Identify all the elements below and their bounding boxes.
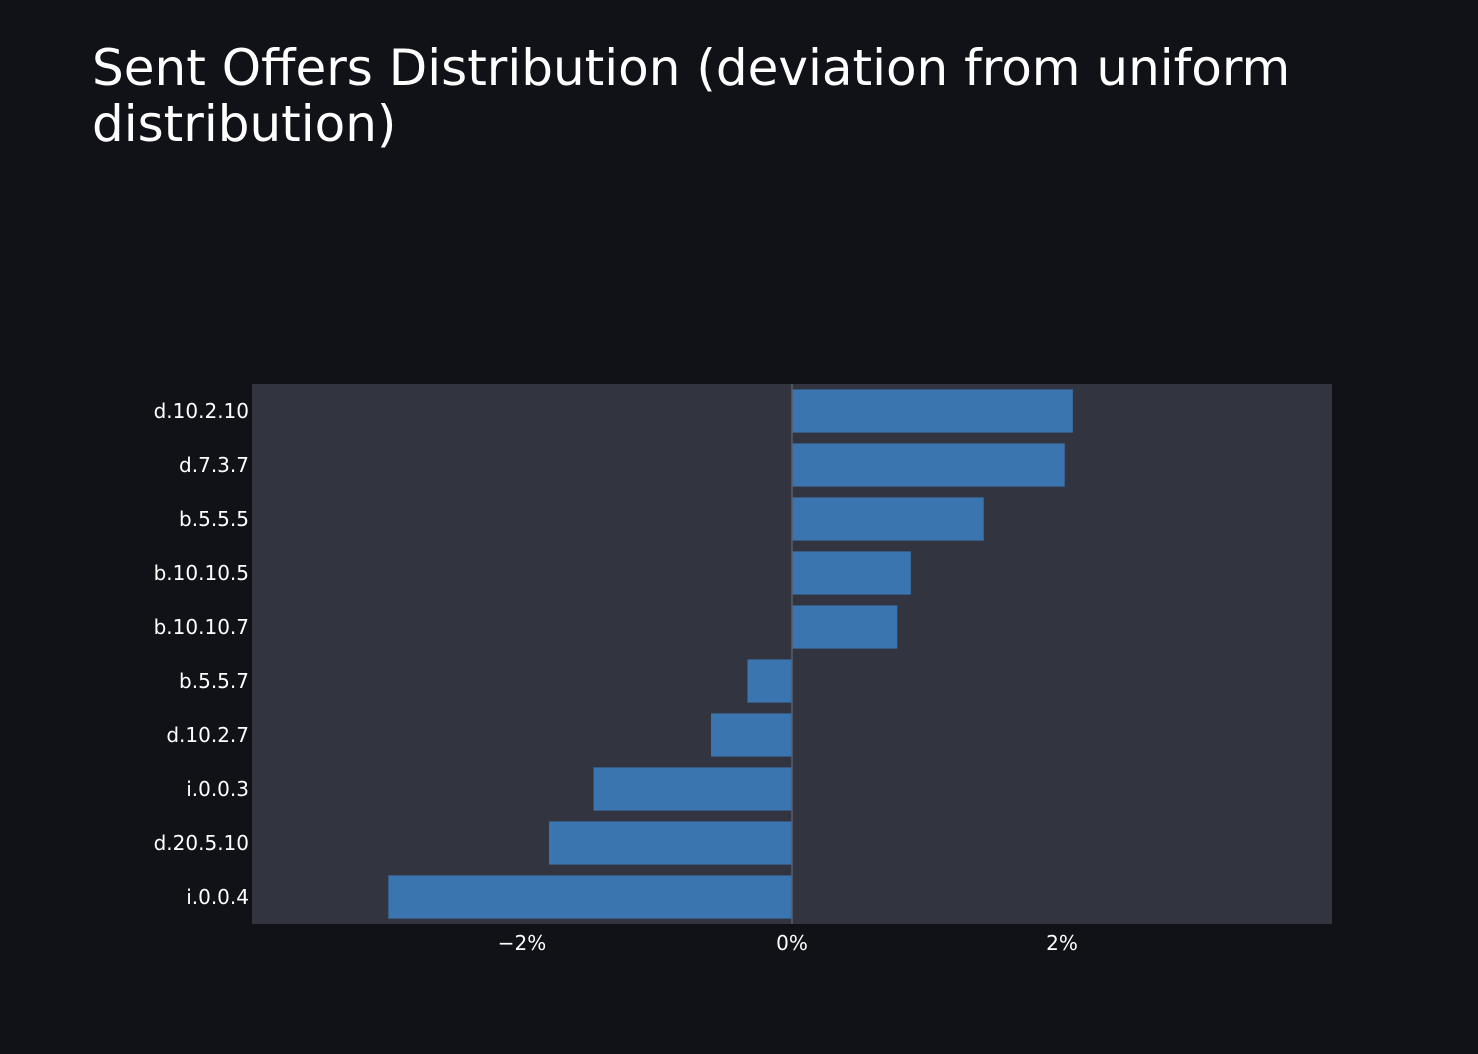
bar-d.10.2.7 — [711, 713, 792, 757]
bar-i.0.0.3 — [593, 767, 792, 811]
bar-d.20.5.10 — [549, 821, 792, 865]
y-tick-label: i.0.0.3 — [186, 777, 249, 801]
x-tick-label: −2% — [498, 931, 547, 955]
bar-b.5.5.7 — [747, 659, 792, 703]
y-tick-label: d.20.5.10 — [154, 831, 249, 855]
y-tick-label: d.7.3.7 — [179, 453, 249, 477]
bar-i.0.0.4 — [388, 875, 792, 919]
y-axis-labels: d.10.2.10 d.7.3.7 b.5.5.5 b.10.10.5 b.10.10.… — [154, 399, 249, 909]
y-tick-label: b.5.5.7 — [179, 669, 249, 693]
chart-title: Sent Offers Distribution (deviation from… — [92, 39, 1291, 153]
bar-b.10.10.7 — [792, 605, 898, 649]
y-tick-label: b.10.10.7 — [154, 615, 249, 639]
y-tick-label: i.0.0.4 — [186, 885, 249, 909]
y-tick-label: b.5.5.5 — [179, 507, 249, 531]
x-axis-labels: −2% 0% 2% — [498, 931, 1078, 955]
bar-b.5.5.5 — [792, 497, 984, 541]
x-tick-label: 2% — [1046, 931, 1078, 955]
bar-d.7.3.7 — [792, 443, 1065, 487]
bars-group — [388, 389, 1073, 919]
y-tick-label: b.10.10.5 — [154, 561, 249, 585]
bar-b.10.10.5 — [792, 551, 911, 595]
bar-d.10.2.10 — [792, 389, 1073, 433]
x-tick-label: 0% — [776, 931, 808, 955]
y-tick-label: d.10.2.10 — [154, 399, 249, 423]
y-tick-label: d.10.2.7 — [166, 723, 249, 747]
